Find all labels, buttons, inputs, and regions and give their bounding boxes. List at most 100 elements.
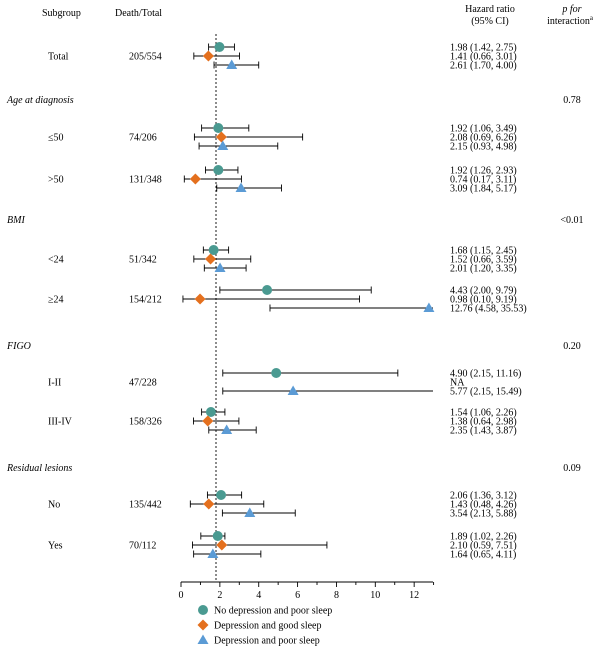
ci-header: (95% CI) xyxy=(471,16,509,27)
legend-marker xyxy=(197,619,209,631)
hr-text: NA xyxy=(450,378,465,389)
x-tick-label: 10 xyxy=(370,590,380,601)
hr-text: 2.01 (1.20, 3.35) xyxy=(450,264,517,275)
p-value: 0.20 xyxy=(563,341,581,352)
legend-label: Depression and good sleep xyxy=(214,621,321,632)
subgroup-label: I-II xyxy=(48,378,61,389)
subgroup-label: <24 xyxy=(48,255,64,266)
hr-point xyxy=(216,539,228,551)
death-total: 47/228 xyxy=(129,378,157,389)
hr-text: 12.76 (4.58, 35.53) xyxy=(450,304,527,315)
hr-text: 1.98 (1.42, 2.75) xyxy=(450,43,517,54)
hr-text: 1.64 (0.65, 4.11) xyxy=(450,550,516,561)
x-tick-label: 0 xyxy=(179,590,184,601)
subgroup-label: III-IV xyxy=(48,417,73,428)
death-total: 158/326 xyxy=(129,417,162,428)
hr-point xyxy=(287,385,299,395)
x-tick-label: 6 xyxy=(295,590,300,601)
category-label: Residual lesions xyxy=(6,463,72,474)
legend: No depression and poor sleep Depression a… xyxy=(197,605,332,647)
death-total: 135/442 xyxy=(129,500,162,511)
hr-point xyxy=(215,131,227,143)
hr-text: 1.92 (1.26, 2.93) xyxy=(450,166,517,177)
death-total: 131/348 xyxy=(129,175,162,186)
hr-text: 2.61 (1.70, 4.00) xyxy=(450,61,517,72)
hr-point xyxy=(217,140,229,150)
subgroup-label: ≥24 xyxy=(48,295,64,306)
death-total: 205/554 xyxy=(129,52,162,63)
hr-point xyxy=(213,123,224,133)
category-label: Age at diagnosis xyxy=(6,95,74,106)
subgroup-label: >50 xyxy=(48,175,64,186)
hr-text: 1.43 (0.48, 4.26) xyxy=(450,500,517,511)
hr-text: 4.43 (2.00, 9.79) xyxy=(450,286,517,297)
hr-text: 5.77 (2.15, 15.49) xyxy=(450,387,522,398)
category-label: FIGO xyxy=(6,341,31,352)
hr-point xyxy=(221,424,233,434)
p-interaction-header-line2: interactiona xyxy=(547,14,594,27)
hr-point xyxy=(262,285,273,295)
hr-point xyxy=(235,182,247,192)
death-total: 74/206 xyxy=(129,133,157,144)
hr-text: 1.52 (0.66, 3.59) xyxy=(450,255,517,266)
hr-text: 3.09 (1.84, 5.17) xyxy=(450,184,517,195)
hr-point xyxy=(271,368,282,378)
hr-text: 2.15 (0.93, 4.98) xyxy=(450,142,517,153)
hr-text: 1.92 (1.06, 3.49) xyxy=(450,124,517,135)
p-interaction-header: p for xyxy=(561,4,581,15)
p-value: <0.01 xyxy=(560,215,583,226)
x-tick-label: 4 xyxy=(256,590,261,601)
legend-marker xyxy=(197,634,209,644)
hazard-ratio-header: Hazard ratio xyxy=(465,4,515,15)
hr-text: 2.10 (0.59, 7.51) xyxy=(450,541,517,552)
hr-point xyxy=(202,50,214,62)
hr-text: 0.98 (0.10, 9.19) xyxy=(450,295,517,306)
death-total: 154/212 xyxy=(129,295,162,306)
hr-point xyxy=(205,407,216,417)
hr-point xyxy=(205,253,217,265)
hr-text: 2.06 (1.36, 3.12) xyxy=(450,491,517,502)
x-tick-label: 8 xyxy=(334,590,339,601)
legend-marker xyxy=(198,605,208,615)
hr-text: 1.89 (1.02, 2.26) xyxy=(450,532,517,543)
hr-point xyxy=(194,293,206,305)
subgroup-label: No xyxy=(48,500,60,511)
hr-point xyxy=(423,302,435,312)
hr-point xyxy=(202,415,214,427)
subgroup-label: Total xyxy=(48,52,69,63)
x-axis: 0 2 4 6 8 10 12 xyxy=(179,581,435,601)
category-label: BMI xyxy=(7,215,25,226)
x-tick-label: 12 xyxy=(409,590,419,601)
hr-text: 1.38 (0.64, 2.98) xyxy=(450,417,517,428)
legend-label: Depression and poor sleep xyxy=(214,636,320,647)
death-total: 70/112 xyxy=(129,541,156,552)
hr-text: 1.68 (1.15, 2.45) xyxy=(450,246,517,257)
subgroup-header: Subgroup xyxy=(42,8,81,19)
subgroup-label: Yes xyxy=(48,541,63,552)
legend-label: No depression and poor sleep xyxy=(214,606,332,617)
table-headers: Subgroup Death/Total Hazard ratio (95% C… xyxy=(42,4,594,27)
death-total: 51/342 xyxy=(129,255,157,266)
p-value: 0.78 xyxy=(563,95,581,106)
hr-text: 0.74 (0.17, 3.11) xyxy=(450,175,516,186)
hr-point xyxy=(208,245,219,255)
death-total-header: Death/Total xyxy=(115,8,162,19)
hr-point xyxy=(216,490,227,500)
p-value: 0.09 xyxy=(563,463,581,474)
hr-point xyxy=(207,548,219,558)
hr-point xyxy=(203,498,215,510)
x-tick-label: 2 xyxy=(217,590,222,601)
hr-text: 2.35 (1.43, 3.87) xyxy=(450,426,517,437)
hr-point xyxy=(214,262,226,272)
subgroup-label: ≤50 xyxy=(48,133,64,144)
hr-point xyxy=(244,507,256,517)
hr-point xyxy=(212,531,223,541)
hr-point xyxy=(213,165,224,175)
hr-text: 4.90 (2.15, 11.16) xyxy=(450,369,521,380)
hr-point xyxy=(189,173,201,185)
hr-text: 3.54 (2.13, 5.88) xyxy=(450,509,517,520)
hr-text: 1.54 (1.06, 2.26) xyxy=(450,408,517,419)
hr-point xyxy=(214,42,225,52)
hr-point xyxy=(226,59,238,69)
